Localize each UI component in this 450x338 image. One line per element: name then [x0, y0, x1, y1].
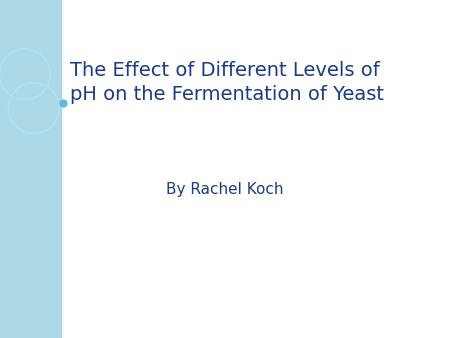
Bar	[0, 0, 61, 338]
Point	[59, 100, 67, 106]
Text: The Effect of Different Levels of
pH on the Fermentation of Yeast: The Effect of Different Levels of pH on …	[70, 61, 384, 104]
Text: By Rachel Koch: By Rachel Koch	[166, 182, 284, 197]
